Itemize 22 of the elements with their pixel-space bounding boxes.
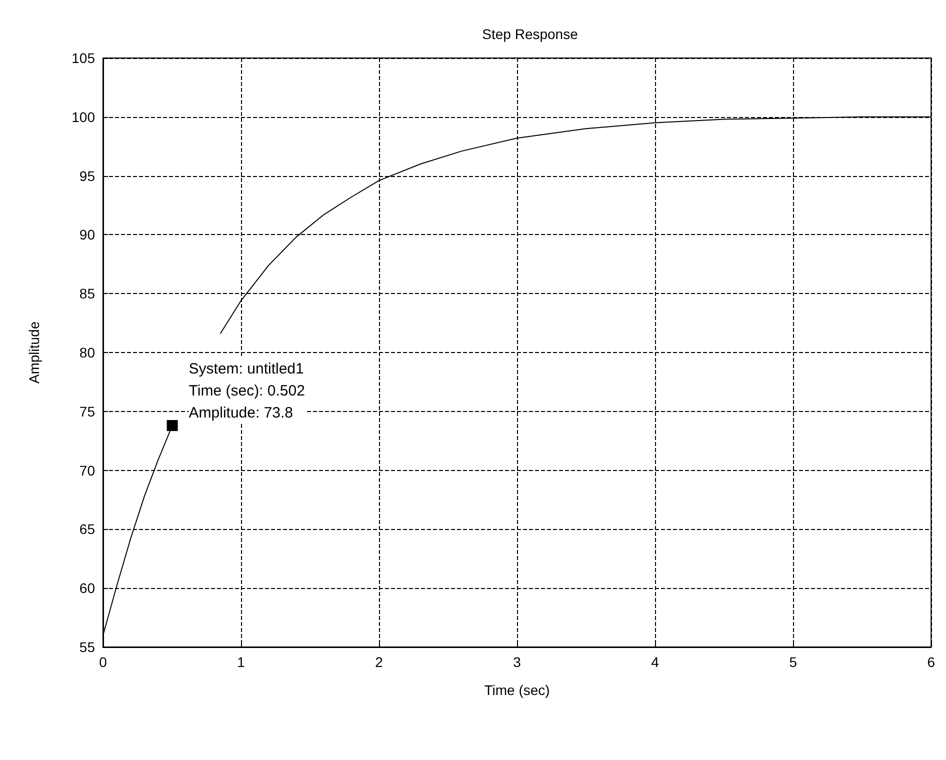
y-tick-label: 85 (79, 286, 96, 302)
y-tick-label: 90 (79, 226, 96, 243)
y-tick-label: 100 (72, 108, 96, 125)
x-tick-label: 6 (927, 654, 936, 670)
y-tick-label: 105 (72, 50, 96, 66)
x-tick-label: 3 (513, 654, 522, 670)
chart-title: Step Response (482, 26, 578, 42)
x-tick-label: 1 (237, 654, 246, 670)
annotation: System: untitled1 Time (sec): 0.502 Amplitude: 73.8 (188, 360, 305, 422)
x-tick-label: 2 (375, 654, 384, 670)
x-tick-label: 4 (651, 654, 660, 670)
x-tick-label: 5 (789, 654, 798, 670)
y-tick-label: 60 (79, 580, 96, 596)
y-axis-title: Amplitude (26, 321, 42, 384)
x-axis-title: Time (sec) (484, 682, 550, 698)
y-tick-label: 75 (79, 403, 96, 420)
y-tick-label: 80 (79, 344, 96, 360)
y-tick-label: 95 (79, 168, 96, 184)
y-tick-label: 65 (79, 521, 96, 538)
y-tick-label: 70 (79, 462, 96, 478)
x-tick-label: 0 (99, 654, 108, 670)
y-tick-label: 55 (79, 639, 96, 655)
